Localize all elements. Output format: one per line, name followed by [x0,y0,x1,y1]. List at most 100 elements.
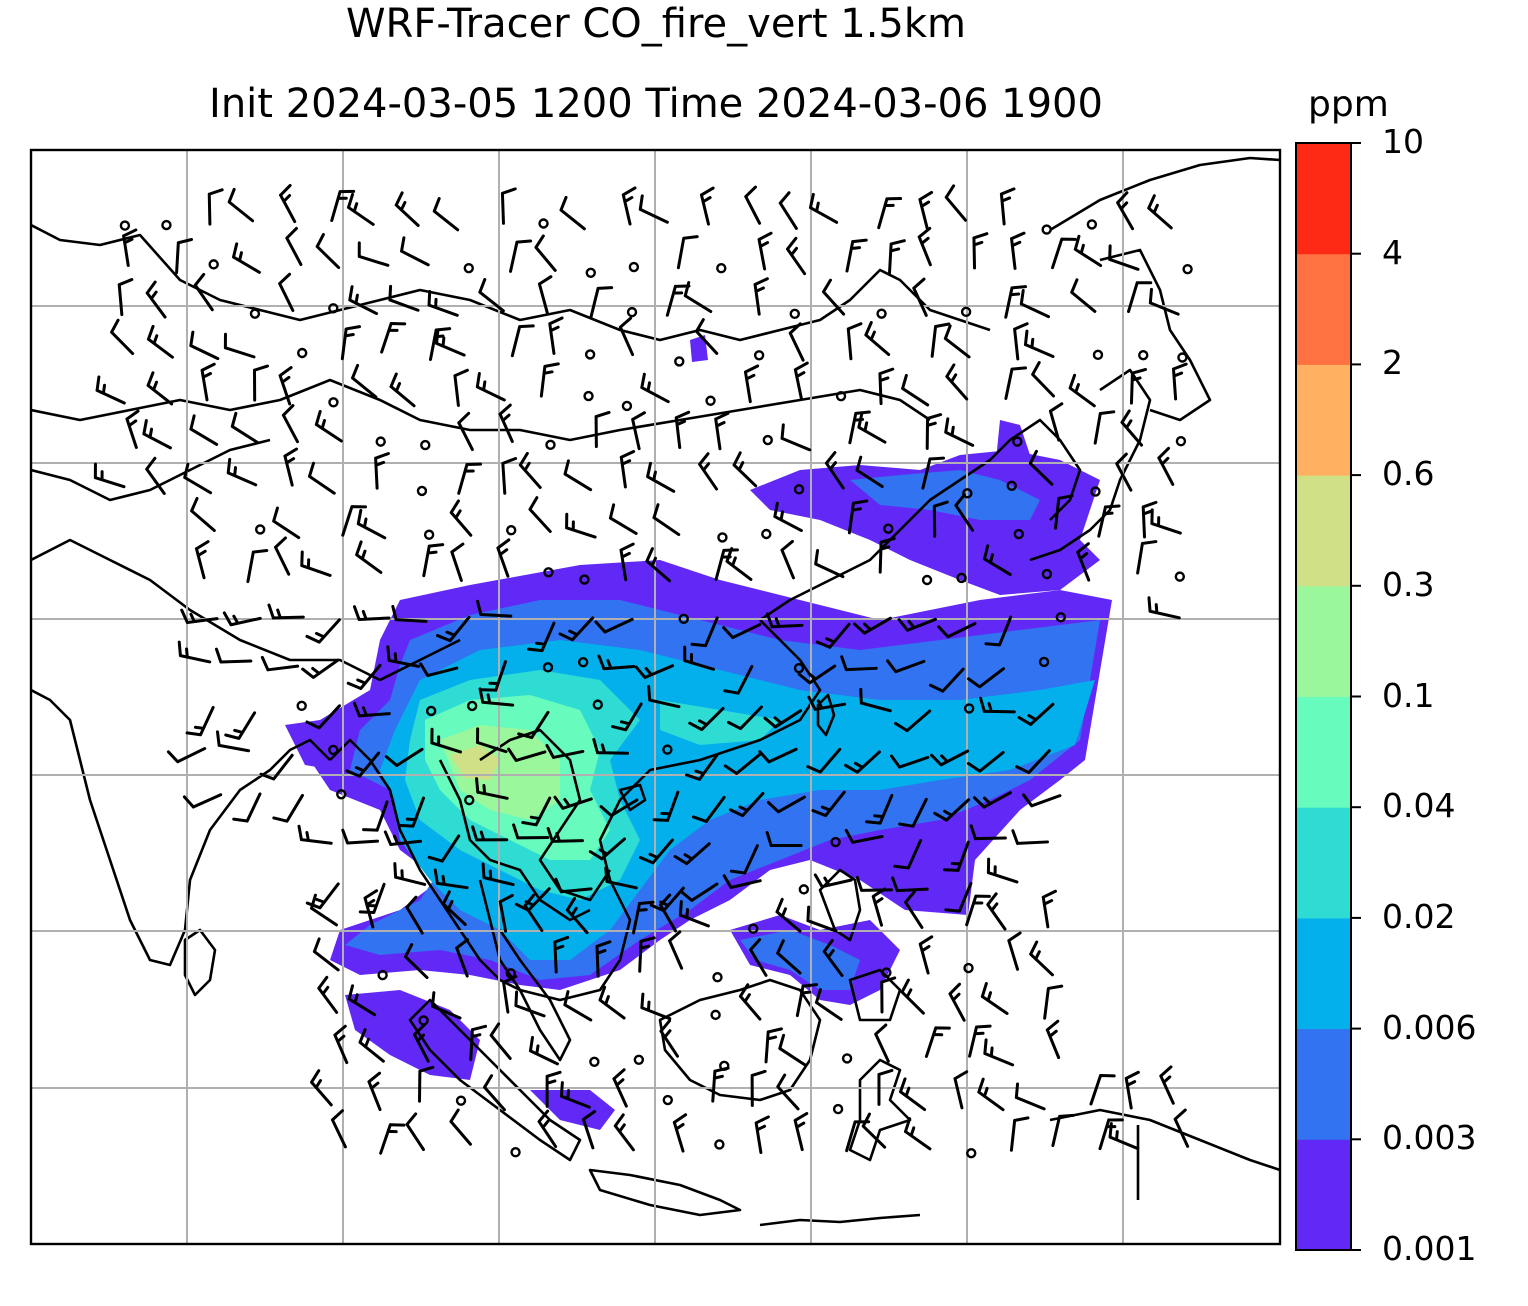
wind-barb [753,277,769,316]
calm-wind-marker [626,306,638,318]
calm-wind-marker [714,1139,725,1150]
wind-barb [738,983,762,1021]
wind-barb [183,462,213,495]
calm-wind-marker [753,350,765,361]
wind-barb [232,242,261,274]
wind-barb [185,705,215,737]
wind-barb [193,272,214,312]
wind-barb [307,461,336,495]
wind-barb [811,790,846,818]
wind-barb [694,318,719,355]
calm-wind-marker [1038,656,1050,668]
wind-barb [480,660,507,692]
wind-barb [685,753,719,781]
wind-barb [518,451,542,489]
colorbar [1295,142,1361,1251]
wind-barb [953,1070,969,1110]
wind-barb [921,456,946,490]
wind-barb [874,1023,890,1063]
gridlines [31,150,1280,1244]
wind-barb [943,324,971,359]
colorbar-tick-label: 10 [1382,122,1424,161]
wind-barb [405,895,424,935]
wind-barb [559,1081,591,1109]
wind-barb [631,900,655,935]
java [588,1168,742,1217]
wind-barb [200,362,216,402]
wind-barb [933,798,971,822]
wind-barb [272,506,301,540]
tracer-patch-0.02-east [660,700,780,745]
wind-barb [565,896,589,935]
wind-barb [1014,1082,1046,1111]
wind-barb [223,332,256,359]
new-guinea [1049,1108,1280,1172]
wind-barb [954,493,975,532]
calm-wind-marker [762,434,773,446]
calm-wind-marker [423,529,435,540]
calm-wind-marker [710,1009,721,1021]
wind-barb [356,508,387,540]
wind-barb [592,738,630,755]
wind-barb [754,1115,770,1155]
wind-barb [887,239,906,276]
calm-wind-marker [1138,349,1149,361]
wind-barb [534,234,557,272]
calm-wind-marker [678,613,689,625]
colorbar-tick-label: 0.3 [1382,564,1435,604]
wind-barb [300,550,332,577]
wind-barb [1136,540,1158,575]
wind-barb [780,423,812,452]
calm-wind-marker [464,794,475,806]
wind-barb [122,228,138,268]
wind-barb [652,790,680,822]
colorbar-tick-label: 0.006 [1382,1007,1477,1047]
wind-barb [929,667,965,693]
calm-wind-marker [662,744,673,755]
wind-barb [1157,446,1175,486]
calm-wind-marker [119,220,131,231]
wind-barb [785,236,807,276]
wind-barb [1147,596,1181,620]
wind-barb [699,186,715,226]
wind-barb [1023,329,1055,359]
wind-barb [1073,234,1103,268]
wind-barb [898,797,928,828]
wind-barb [891,876,929,893]
wind-barb [1051,237,1077,270]
wind-barb [1013,322,1029,361]
wind-barb [478,687,515,707]
wind-barb [1029,940,1054,977]
wind-barb [367,1071,382,1112]
wind-barb [1127,281,1153,314]
wind-barb [722,874,762,889]
wind-barb [822,939,844,978]
wind-barb [357,241,390,267]
wind-barb [840,655,878,672]
wind-barb [688,706,725,732]
wind-barb [1015,749,1051,775]
wind-barb [608,503,638,535]
calm-wind-marker [712,972,723,983]
wind-barb [844,828,884,844]
wind-barb [944,417,975,447]
korea [1009,418,1082,521]
wind-barb [379,1123,406,1155]
wind-barb [1048,402,1064,442]
calm-wind-marker [832,1103,844,1115]
wind-barb [924,1026,951,1058]
wind-barb [267,603,305,620]
wind-barb [285,226,303,267]
wind-barb [310,893,338,927]
wind-barb [589,286,614,319]
wind-barb [814,988,843,1021]
himalaya-border [31,538,461,682]
wind-barb [272,793,304,823]
chart-title-line-2: Init 2024-03-05 1200 Time 2024-03-06 190… [209,81,1103,127]
wind-barb [227,187,255,223]
wind-barb [1004,366,1028,400]
wind-barb [475,727,508,754]
wind-barb [795,983,819,1018]
tracer-patch-north-2 [850,470,1040,520]
